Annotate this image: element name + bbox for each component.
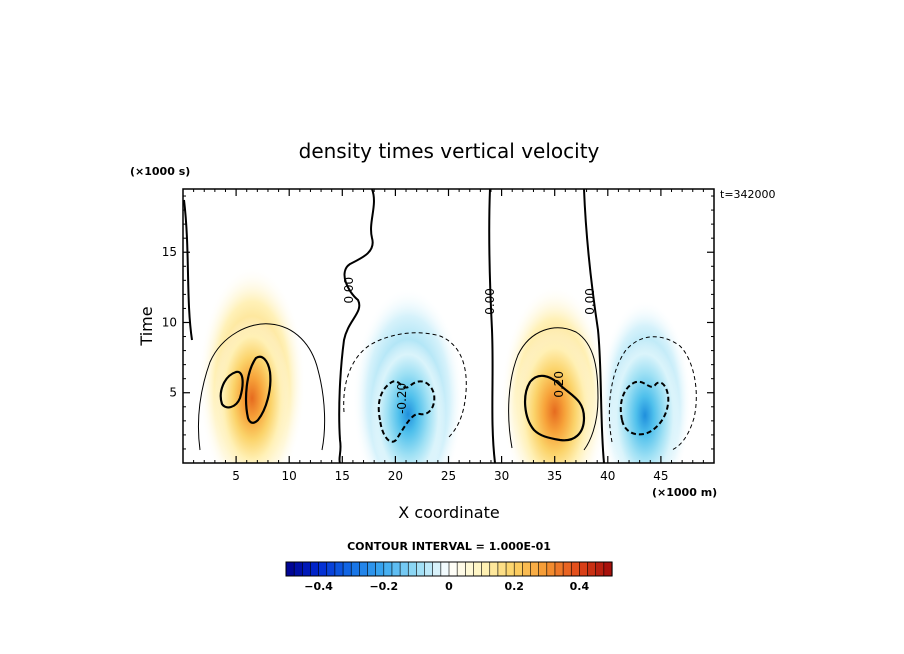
colorbar-segment bbox=[301, 561, 312, 577]
colorbar-segment bbox=[350, 561, 360, 577]
contour-pos-1-thick bbox=[219, 370, 244, 409]
y-axis-label: Time bbox=[137, 306, 156, 346]
zero-contour-1 bbox=[338, 189, 375, 463]
x-tick-label-25: 25 bbox=[441, 469, 456, 483]
contour-pos-1b-thick bbox=[245, 355, 272, 424]
colorbar-segment bbox=[489, 561, 499, 577]
contour-interval-label: CONTOUR INTERVAL = 1.000E-01 bbox=[347, 540, 551, 553]
x-axis: 5 10 15 20 25 30 35 40 45 bbox=[193, 189, 704, 483]
x-tick-label-35: 35 bbox=[547, 469, 562, 483]
colorbar-segment bbox=[595, 561, 605, 577]
colorbar-segment bbox=[603, 561, 613, 577]
contour-neg-2-thin bbox=[608, 336, 697, 451]
y-tick-label-10: 10 bbox=[162, 315, 177, 329]
time-stamp: t=342000 bbox=[720, 188, 776, 201]
colorbar-segment bbox=[587, 561, 597, 577]
contour-pos-2-thin bbox=[508, 327, 599, 451]
colorbar-segment bbox=[342, 561, 352, 577]
colorbar-tick-label-1: −0.4 bbox=[304, 580, 333, 593]
colorbar-segment bbox=[293, 561, 303, 577]
colorbar-tick-label-5: 0.4 bbox=[570, 580, 590, 593]
colorbar-segment bbox=[456, 561, 466, 577]
y-axis: 5 10 15 bbox=[162, 195, 714, 450]
colorbar-segment bbox=[538, 561, 548, 577]
colorbar-segment bbox=[334, 561, 344, 577]
x-tick-label-40: 40 bbox=[600, 469, 615, 483]
colorbar-segment bbox=[424, 561, 434, 577]
contour-neg-1-thick bbox=[377, 380, 436, 443]
field-cell-core-4 bbox=[609, 338, 681, 463]
x-tick-label-15: 15 bbox=[335, 469, 350, 483]
colorbar-segment bbox=[440, 561, 450, 577]
contour-label-5: -0.20 bbox=[395, 383, 409, 414]
y-tick-label-15: 15 bbox=[162, 245, 177, 259]
colorbar-segment bbox=[513, 561, 523, 577]
x-tick-label-45: 45 bbox=[653, 469, 668, 483]
zero-contour-edge bbox=[183, 199, 193, 341]
contour-neg-2-thick bbox=[619, 380, 670, 436]
colorbar-segment bbox=[473, 561, 483, 577]
zero-contour-2 bbox=[488, 189, 496, 463]
x-tick-label-30: 30 bbox=[494, 469, 509, 483]
colorbar-segment bbox=[399, 561, 409, 577]
colorbar: −0.4 −0.2 0 0.2 0.4 bbox=[285, 561, 613, 593]
colorbar-segment bbox=[464, 561, 475, 577]
contour-label-4: 0.20 bbox=[552, 371, 566, 398]
contour-lines bbox=[183, 189, 697, 463]
y-tick-label-5: 5 bbox=[169, 386, 177, 400]
colorbar-segment bbox=[326, 561, 336, 577]
colorbar-segment bbox=[554, 561, 564, 577]
chart-title: density times vertical velocity bbox=[299, 139, 600, 163]
contour-label-3: 0.00 bbox=[583, 288, 597, 315]
colorbar-segment bbox=[407, 561, 417, 577]
colorbar-segment bbox=[359, 561, 369, 577]
zero-contour-3 bbox=[583, 189, 605, 463]
colorbar-segment bbox=[318, 561, 328, 577]
colorbar-tick-label-3: 0 bbox=[445, 580, 453, 593]
colorbar-segment bbox=[391, 561, 401, 577]
colorbar-frame bbox=[285, 561, 613, 577]
colorbar-segment bbox=[367, 561, 377, 577]
colorbar-segment bbox=[579, 561, 589, 577]
x-tick-label-10: 10 bbox=[282, 469, 297, 483]
x-tick-label-5: 5 bbox=[232, 469, 240, 483]
contour-pos-2-thick bbox=[524, 374, 586, 442]
colorbar-segment bbox=[416, 561, 426, 577]
colorbar-segment bbox=[570, 561, 580, 577]
x-axis-label: X coordinate bbox=[398, 503, 499, 522]
contour-label-1: 0.00 bbox=[342, 277, 356, 304]
colorbar-segment bbox=[383, 561, 393, 577]
colorbar-segment bbox=[546, 561, 556, 577]
colorbar-segment bbox=[432, 561, 442, 577]
field-cell-core-1 bbox=[213, 316, 291, 463]
contour-label-2: 0.00 bbox=[483, 288, 497, 315]
x-tick-label-20: 20 bbox=[388, 469, 403, 483]
colorbar-segment bbox=[375, 561, 385, 577]
colorbar-tick-label-4: 0.2 bbox=[504, 580, 524, 593]
contour-pos-1-thin bbox=[198, 323, 326, 451]
field-cell-core-2 bbox=[370, 339, 446, 463]
colorbar-segment bbox=[481, 561, 491, 577]
colorbar-segment bbox=[522, 561, 532, 577]
y-unit-label: (×1000 s) bbox=[130, 165, 190, 178]
colorbar-segment bbox=[448, 561, 458, 577]
colorbar-segment bbox=[497, 561, 507, 577]
colorbar-segment bbox=[285, 561, 295, 577]
colorbar-segment bbox=[505, 561, 515, 577]
colorbar-segment bbox=[310, 561, 320, 577]
colorbar-segment bbox=[530, 561, 540, 577]
colorbar-tick-label-2: −0.2 bbox=[369, 580, 398, 593]
contour-label-group: 0.00 0.00 0.00 0.20 -0.20 bbox=[342, 277, 597, 414]
contour-neg-1-thin bbox=[343, 332, 467, 439]
colorbar-segment bbox=[562, 561, 572, 577]
x-unit-label: (×1000 m) bbox=[652, 486, 717, 499]
